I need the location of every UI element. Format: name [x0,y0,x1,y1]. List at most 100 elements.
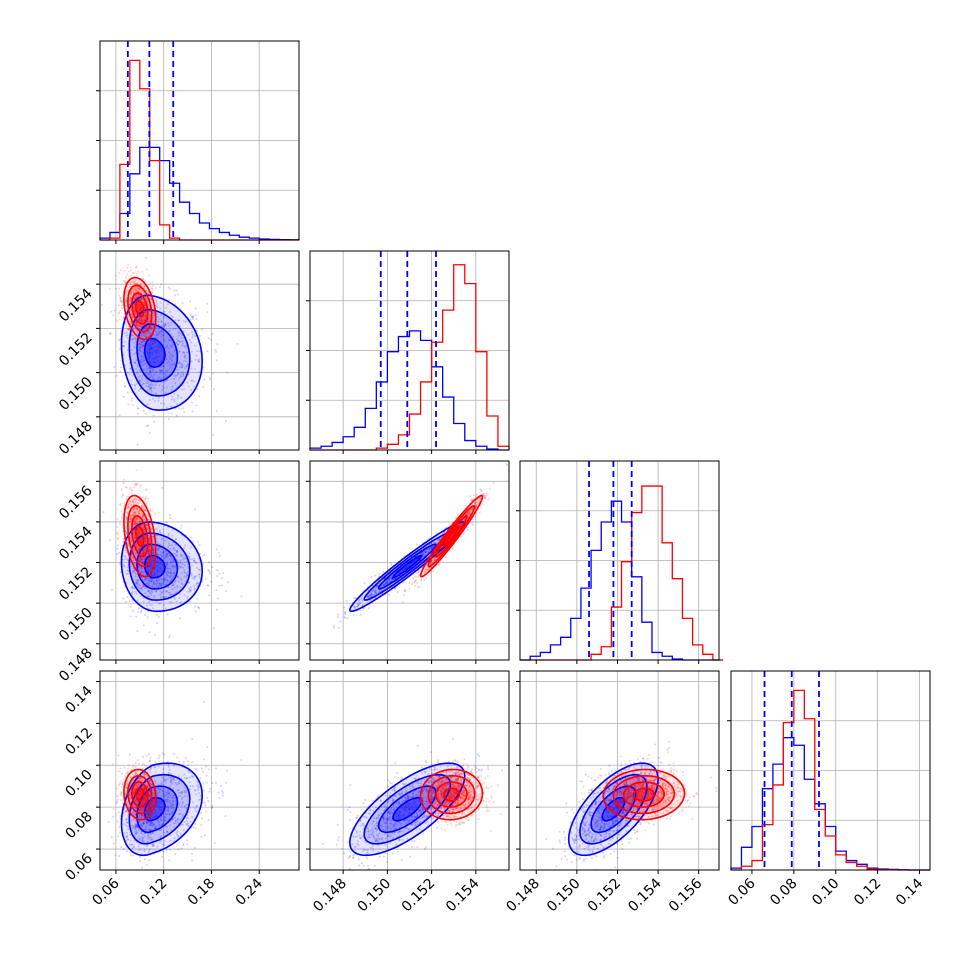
blue-sample-point [472,524,474,526]
blue-sample-point [460,536,462,538]
red-sample-point [136,573,138,575]
red-sample-point [151,575,153,577]
blue-sample-point [397,591,399,593]
red-sample-point [135,485,137,487]
red-sample-point [158,548,160,550]
blue-sample-point [196,318,198,320]
y-tick-label: 0.148 [56,418,96,458]
blue-sample-point [201,328,203,330]
red-sample-point [123,505,125,507]
blue-sample-point [474,516,476,518]
blue-sample-point [169,635,171,637]
blue-sample-point [388,594,390,596]
blue-sample-point [143,624,145,626]
blue-sample-point [194,606,196,608]
red-sample-point [123,479,125,481]
blue-sample-point [240,595,242,597]
x-tick-label: 0.14 [893,875,926,908]
red-sample-point [121,489,123,491]
blue-sample-point [353,614,355,616]
red-sample-point [127,264,129,266]
y-tick-label: 0.156 [56,483,96,523]
red-histogram [310,265,509,450]
scatter-panel-2-0-marks [103,469,243,638]
blue-sample-point [347,617,349,619]
red-sample-point [140,484,142,486]
red-sample-point [119,269,121,271]
red-sample-point [125,486,127,488]
red-sample-point [130,487,132,489]
blue-sample-point [174,294,176,296]
blue-sample-point [167,614,169,616]
blue-sample-point [215,349,217,351]
red-sample-point [125,549,127,551]
blue-sample-point [192,318,194,320]
red-sample-point [123,280,125,282]
blue-sample-point [126,596,128,598]
blue-histogram [731,738,930,870]
red-sample-point [411,583,413,585]
blue-sample-point [132,404,134,406]
blue-sample-point [137,611,139,613]
blue-sample-point [190,536,192,538]
blue-sample-point [199,544,201,546]
red-sample-point [493,482,495,484]
blue-sample-point [210,581,212,583]
red-sample-point [152,347,154,349]
red-sample-point [130,269,132,271]
blue-sample-point [416,544,418,546]
red-sample-point [152,285,154,287]
red-sample-point [158,565,160,567]
blue-sample-point [182,302,184,304]
blue-sample-point [209,379,211,381]
blue-sample-point [130,606,132,608]
blue-sample-point [130,615,132,617]
blue-sample-point [368,607,370,609]
blue-sample-point [338,627,340,629]
red-sample-point [125,276,127,278]
blue-sample-point [176,289,178,291]
blue-sample-point [110,311,112,313]
blue-sample-point [344,613,346,615]
red-sample-point [121,517,123,519]
blue-sample-point [109,333,111,335]
blue-sample-point [205,578,207,580]
red-sample-point [132,490,134,492]
red-sample-point [149,510,151,512]
red-sample-point [135,344,137,346]
red-sample-point [131,492,133,494]
blue-sample-point [216,569,218,571]
blue-sample-point [207,569,209,571]
red-sample-point [118,313,120,315]
red-sample-point [143,340,145,342]
blue-sample-point [403,582,405,584]
red-sample-point [133,579,135,581]
blue-sample-point [207,311,209,313]
blue-sample-point [143,410,145,412]
red-sample-point [146,269,148,271]
red-sample-point [130,267,132,269]
blue-sample-point [209,572,211,574]
red-sample-point [122,493,124,495]
red-sample-point [118,304,120,306]
blue-sample-point [195,314,197,316]
blue-sample-point [203,555,205,557]
red-sample-point [124,270,126,272]
blue-sample-point [344,617,346,619]
blue-sample-point [333,625,335,627]
blue-sample-point [467,526,469,528]
red-sample-point [142,589,144,591]
red-sample-point [156,333,158,335]
red-sample-point [119,310,121,312]
red-sample-point [118,295,120,297]
blue-sample-point [181,408,183,410]
red-sample-point [132,570,134,572]
red-sample-point [145,488,147,490]
blue-sample-point [159,287,161,289]
blue-sample-point [353,597,355,599]
x-tick-label: 0.08 [767,876,800,909]
blue-sample-point [183,411,185,413]
red-sample-point [141,271,143,273]
red-histogram [731,690,930,870]
red-sample-point [115,288,117,290]
